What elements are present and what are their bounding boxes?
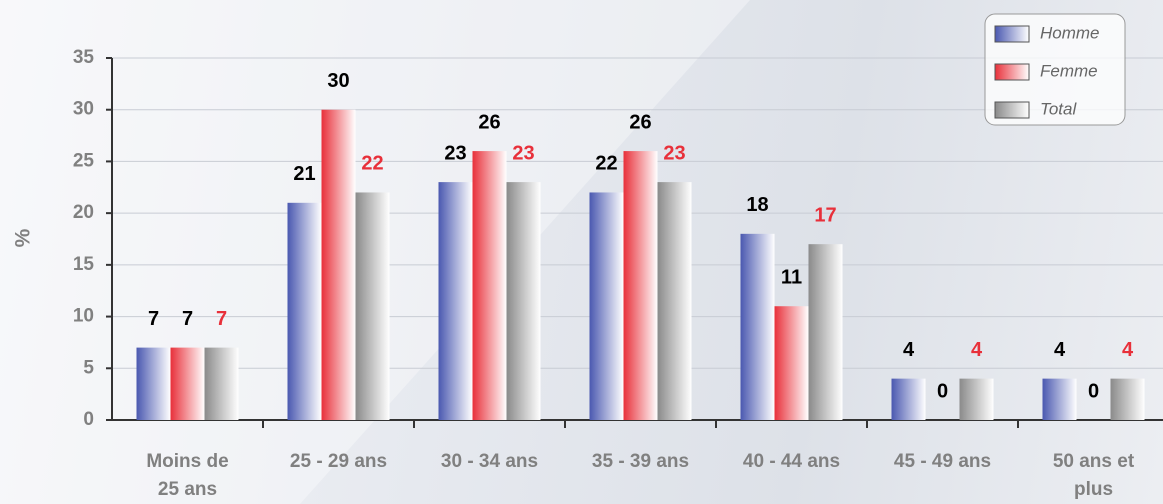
legend-swatch [994, 101, 1030, 119]
bar [589, 192, 624, 420]
legend-label: Homme [1040, 23, 1100, 42]
data-label: 11 [781, 267, 802, 289]
data-label: 23 [444, 142, 466, 164]
x-tick-label: 25 - 29 ans [289, 451, 388, 472]
y-tick-label: 5 [83, 357, 94, 378]
bar [1042, 378, 1077, 420]
y-tick-label: 25 [73, 150, 95, 171]
data-label: 4 [903, 339, 915, 361]
bar [472, 151, 507, 421]
data-label: 7 [182, 308, 193, 330]
legend-swatch [994, 25, 1030, 43]
bar [506, 182, 541, 420]
y-tick-label: 20 [73, 202, 94, 223]
bar [170, 347, 205, 420]
bar [136, 347, 171, 420]
bar [891, 378, 926, 420]
data-label: 17 [814, 204, 836, 226]
x-tick-label: 50 ans et plus [1052, 451, 1135, 500]
y-tick-label: 35 [73, 47, 95, 68]
y-tick-label: 10 [73, 306, 94, 327]
bar [774, 306, 809, 420]
bar [623, 151, 658, 421]
data-label: 4 [1122, 339, 1134, 361]
bar [808, 244, 843, 420]
data-label: 23 [663, 142, 685, 164]
x-tick-label: Moins de 25 ans [146, 451, 229, 500]
data-label: 4 [1054, 339, 1066, 361]
data-label: 30 [327, 70, 349, 92]
y-tick-label: 15 [73, 254, 95, 275]
x-tick-label: 35 - 39 ans [591, 451, 690, 472]
legend-label: Femme [1040, 61, 1098, 80]
legend-label: Total [1040, 99, 1077, 118]
bar [1110, 378, 1145, 420]
y-tick-label: 0 [83, 409, 94, 430]
data-label: 18 [746, 194, 768, 216]
data-label: 22 [361, 153, 383, 175]
data-label: 7 [148, 308, 159, 330]
data-label: 7 [216, 308, 227, 330]
data-label: 22 [595, 153, 617, 175]
x-tick-label: 30 - 34 ans [440, 451, 539, 472]
x-tick-label: 40 - 44 ans [742, 451, 841, 472]
data-label: 26 [478, 111, 500, 133]
bar [657, 182, 692, 420]
legend-swatch [994, 63, 1030, 81]
data-label: 23 [512, 142, 534, 164]
y-tick-label: 30 [73, 99, 94, 120]
x-tick-label: 45 - 49 ans [893, 451, 992, 472]
bar [438, 182, 473, 420]
bar [321, 109, 356, 420]
y-axis-label: % [12, 228, 35, 247]
data-label: 0 [1088, 380, 1099, 402]
bar [287, 202, 322, 420]
data-label: 21 [293, 163, 315, 185]
data-label: 4 [971, 339, 983, 361]
data-label: 0 [937, 380, 948, 402]
data-label: 26 [629, 111, 651, 133]
bar [355, 192, 390, 420]
bar [959, 378, 994, 420]
bar [740, 233, 775, 420]
bar [204, 347, 239, 420]
